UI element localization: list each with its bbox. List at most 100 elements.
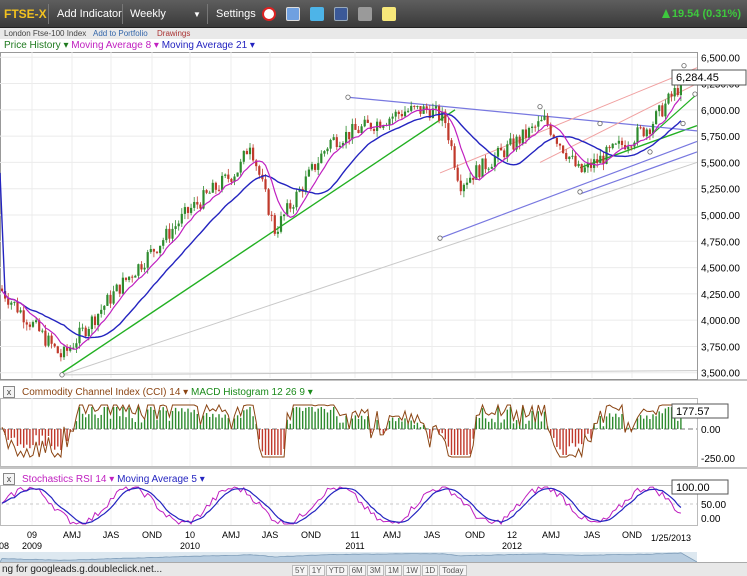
- candle-body: [264, 179, 267, 190]
- candle-body: [208, 192, 211, 194]
- candle-body: [450, 140, 453, 147]
- range-6m-button[interactable]: 6M: [348, 565, 366, 576]
- settings-button[interactable]: Settings: [216, 8, 256, 20]
- price-gridlines: [0, 56, 697, 374]
- close-icon[interactable]: x: [3, 386, 15, 398]
- candle-body: [41, 330, 44, 332]
- candle-body: [186, 207, 190, 213]
- range-5y-button[interactable]: 5Y: [292, 565, 308, 576]
- year-axis-label: 2012: [502, 541, 522, 551]
- legend-moving-average-21[interactable]: Moving Average 21: [161, 40, 248, 51]
- chevron-down-icon[interactable]: ▾: [196, 474, 205, 485]
- candle-body: [72, 347, 75, 349]
- price-axis-label: 5,500.00: [701, 158, 740, 169]
- legend-moving-average-8[interactable]: Moving Average 8: [71, 40, 152, 51]
- candle-body: [106, 294, 109, 306]
- candle-body: [673, 88, 676, 97]
- candle-body: [503, 150, 506, 158]
- candle-body: [416, 106, 419, 108]
- candle-body: [459, 180, 462, 192]
- candle-body: [131, 276, 134, 278]
- range-3m-button[interactable]: 3M: [366, 565, 384, 576]
- chevron-down-icon[interactable]: ▾: [304, 387, 313, 398]
- add-to-portfolio-link[interactable]: Add to Portfolio: [93, 29, 148, 38]
- stoch-moving-average-5-line: [1, 487, 682, 525]
- candle-body: [605, 146, 608, 164]
- range-1d-button[interactable]: 1D: [421, 565, 439, 576]
- candle-body: [171, 228, 174, 239]
- candle-body: [490, 166, 493, 169]
- legend-stochastics-rsi[interactable]: Stochastics RSI 14: [22, 474, 107, 485]
- range-ytd-button[interactable]: YTD: [325, 565, 348, 576]
- legend-moving-average-5[interactable]: Moving Average 5: [117, 474, 197, 485]
- candle-body: [103, 305, 106, 310]
- candle-body: [31, 322, 35, 327]
- note-icon[interactable]: [382, 7, 396, 21]
- navigator-sparkline: [0, 552, 698, 562]
- range-1y-button[interactable]: 1Y: [308, 565, 325, 576]
- period-select[interactable]: Weekly: [130, 8, 166, 20]
- trendline: [649, 93, 698, 137]
- trend-anchor-points[interactable]: [59, 63, 698, 378]
- range-today-button[interactable]: Today: [439, 565, 467, 576]
- time-gridlines: [31, 52, 633, 525]
- range-1w-button[interactable]: 1W: [402, 565, 421, 576]
- print-icon[interactable]: [358, 7, 372, 21]
- legend-price-history[interactable]: Price History: [4, 40, 61, 51]
- chevron-down-icon[interactable]: ▾: [151, 40, 162, 51]
- legend-cci[interactable]: Commodity Channel Index (CCI) 14: [22, 387, 181, 398]
- symbol-label[interactable]: FTSE-X: [4, 7, 47, 21]
- trend-anchor-point[interactable]: [692, 91, 698, 97]
- close-icon[interactable]: x: [3, 473, 15, 485]
- info-bar: London Ftse-100 Index Add to Portfolio D…: [0, 28, 747, 39]
- add-indicator-button[interactable]: Add Indicator: [57, 8, 122, 20]
- candle-body: [84, 327, 87, 337]
- trend-anchor-point[interactable]: [59, 372, 65, 378]
- doc-icon[interactable]: [286, 7, 300, 21]
- chevron-down-icon[interactable]: ▾: [106, 474, 118, 485]
- candle-body: [496, 147, 500, 157]
- trend-anchor-point[interactable]: [681, 63, 687, 69]
- trend-anchor-point[interactable]: [680, 120, 686, 127]
- twitter-icon[interactable]: [310, 7, 324, 21]
- candle-body: [289, 203, 292, 209]
- time-axis-label: JAS: [584, 530, 601, 540]
- chevron-down-icon[interactable]: ▾: [247, 40, 255, 51]
- candle-body: [239, 161, 242, 173]
- last-price-box: [671, 69, 747, 86]
- candle-body: [574, 155, 577, 167]
- drawings-link[interactable]: Drawings: [157, 29, 191, 38]
- arrow-up-icon: [661, 9, 670, 18]
- candle-body: [534, 126, 537, 128]
- stoch-legend: Stochastics RSI 14 ▾ Moving Average 5 ▾: [22, 474, 205, 485]
- facebook-icon[interactable]: [334, 7, 348, 21]
- chevron-down-icon[interactable]: ▼: [193, 10, 201, 19]
- trend-anchor-point[interactable]: [577, 189, 583, 195]
- candle-body: [521, 129, 524, 144]
- chart-canvas[interactable]: 6,500.006,250.006,000.005,750.005,500.00…: [0, 0, 747, 562]
- candle-body: [115, 284, 118, 292]
- range-1m-button[interactable]: 1M: [384, 565, 402, 576]
- candle-body: [379, 121, 382, 128]
- year-axis-label: 08: [0, 541, 9, 551]
- trend-anchor-point[interactable]: [437, 235, 443, 241]
- candle-body: [22, 310, 25, 323]
- candle-body: [323, 151, 326, 154]
- alarm-clock-icon[interactable]: [262, 7, 276, 21]
- chevron-down-icon[interactable]: ▾: [180, 387, 191, 398]
- trend-anchor-point[interactable]: [597, 120, 603, 127]
- candle-body: [137, 264, 140, 276]
- legend-macd[interactable]: MACD Histogram 12 26 9: [190, 387, 305, 398]
- trend-anchor-point[interactable]: [647, 149, 653, 155]
- index-name: London Ftse-100 Index: [4, 29, 87, 38]
- price-axis-label: 4,500.00: [701, 264, 740, 275]
- candle-body: [354, 123, 357, 130]
- trend-anchor-point[interactable]: [537, 104, 543, 110]
- chevron-down-icon[interactable]: ▾: [60, 40, 72, 51]
- candle-body: [642, 127, 645, 137]
- trend-anchor-point[interactable]: [345, 94, 351, 100]
- trendline: [347, 96, 698, 132]
- candle-body: [121, 277, 124, 294]
- time-axis-label: AMJ: [63, 530, 81, 540]
- year-axis-label: 2010: [180, 541, 200, 551]
